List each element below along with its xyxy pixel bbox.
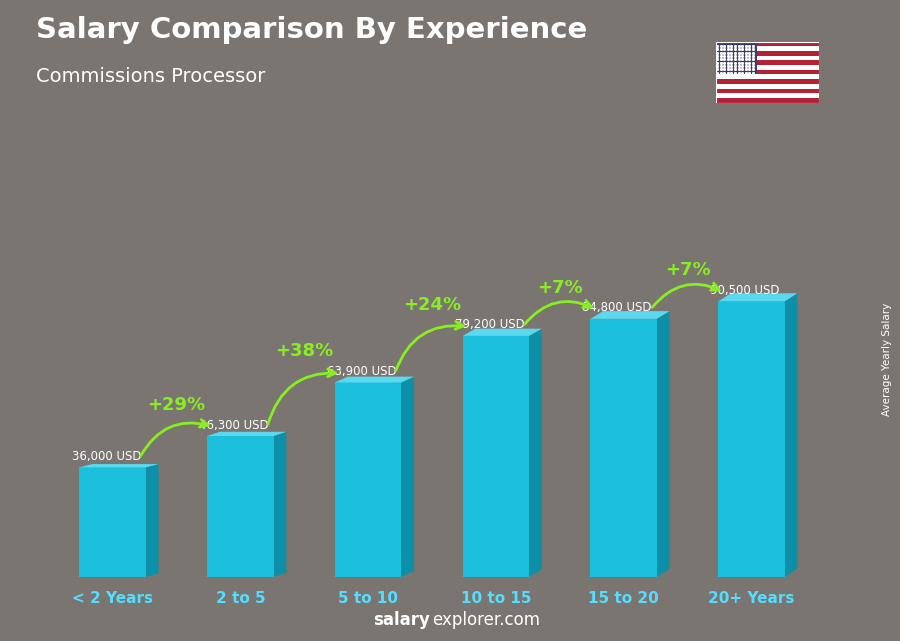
Polygon shape [79,467,146,577]
Polygon shape [463,336,529,577]
Polygon shape [590,319,657,577]
Polygon shape [401,377,414,577]
Text: Commissions Processor: Commissions Processor [36,67,266,87]
Polygon shape [335,383,401,577]
Polygon shape [79,464,158,467]
Bar [716,46,819,51]
Text: 84,800 USD: 84,800 USD [582,301,652,314]
Bar [716,79,819,84]
Bar [716,93,819,98]
Polygon shape [463,329,542,336]
Text: +7%: +7% [537,279,582,297]
Text: 90,500 USD: 90,500 USD [710,284,779,297]
Bar [716,98,819,103]
Polygon shape [529,329,542,577]
Text: 36,000 USD: 36,000 USD [71,450,141,463]
Polygon shape [657,311,670,577]
Text: +24%: +24% [403,296,461,313]
Bar [716,84,819,88]
Text: +29%: +29% [148,395,205,414]
Text: explorer.com: explorer.com [432,612,540,629]
Text: +38%: +38% [275,342,333,360]
Text: 46,300 USD: 46,300 USD [199,419,269,431]
Bar [716,56,819,60]
Polygon shape [718,301,785,577]
Polygon shape [718,293,797,301]
Text: +7%: +7% [665,262,710,279]
Polygon shape [335,377,414,383]
Bar [716,74,819,79]
Bar [716,42,757,74]
Bar [716,51,819,56]
Bar [716,70,819,74]
Polygon shape [207,432,286,436]
Text: 63,900 USD: 63,900 USD [327,365,397,378]
Bar [716,42,819,46]
Polygon shape [590,311,670,319]
Bar [716,60,819,65]
Polygon shape [207,436,274,577]
Text: salary: salary [374,612,430,629]
Text: Average Yearly Salary: Average Yearly Salary [881,303,892,415]
Bar [716,88,819,93]
Polygon shape [785,293,797,577]
Bar [716,65,819,70]
Polygon shape [146,464,158,577]
Polygon shape [274,432,286,577]
Text: Salary Comparison By Experience: Salary Comparison By Experience [36,16,587,44]
Text: 79,200 USD: 79,200 USD [454,319,525,331]
